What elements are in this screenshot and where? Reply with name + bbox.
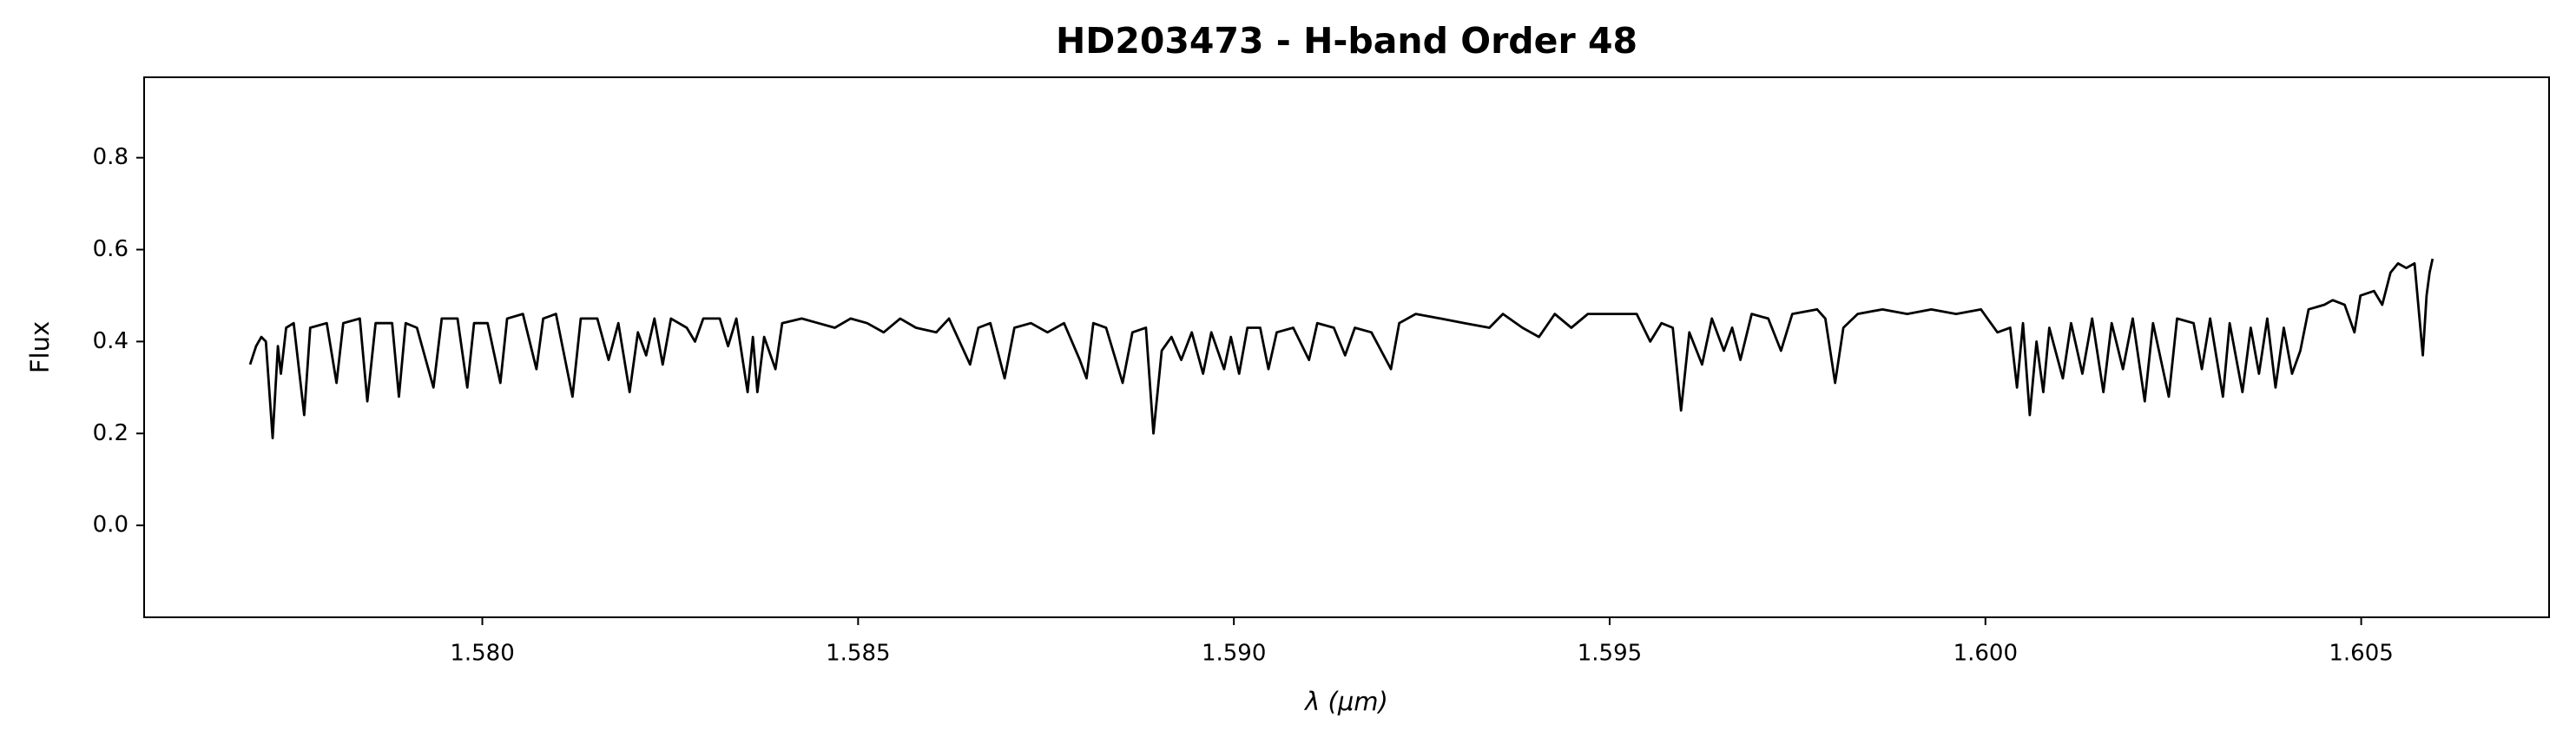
x-axis-label: λ (μm) xyxy=(1303,687,1388,716)
y-tick-label: 0.4 xyxy=(93,328,128,354)
y-tick-label: 0.2 xyxy=(93,420,128,446)
plot-frame xyxy=(143,76,2550,618)
x-tick-label: 1.605 xyxy=(2329,641,2393,667)
x-tick-label: 1.600 xyxy=(1953,641,2018,667)
chart-title: HD203473 - H-band Order 48 xyxy=(1056,20,1637,62)
y-tick-label: 0.6 xyxy=(93,236,128,262)
x-tick-label: 1.580 xyxy=(450,641,514,667)
x-tick-label: 1.585 xyxy=(826,641,890,667)
y-tick-label: 0.0 xyxy=(93,512,128,538)
y-tick-label: 0.8 xyxy=(93,144,128,170)
spectrum-line xyxy=(248,258,2434,439)
x-tick-label: 1.590 xyxy=(1202,641,1266,667)
x-tick-label: 1.595 xyxy=(1578,641,1642,667)
y-axis-label: Flux xyxy=(25,321,55,373)
